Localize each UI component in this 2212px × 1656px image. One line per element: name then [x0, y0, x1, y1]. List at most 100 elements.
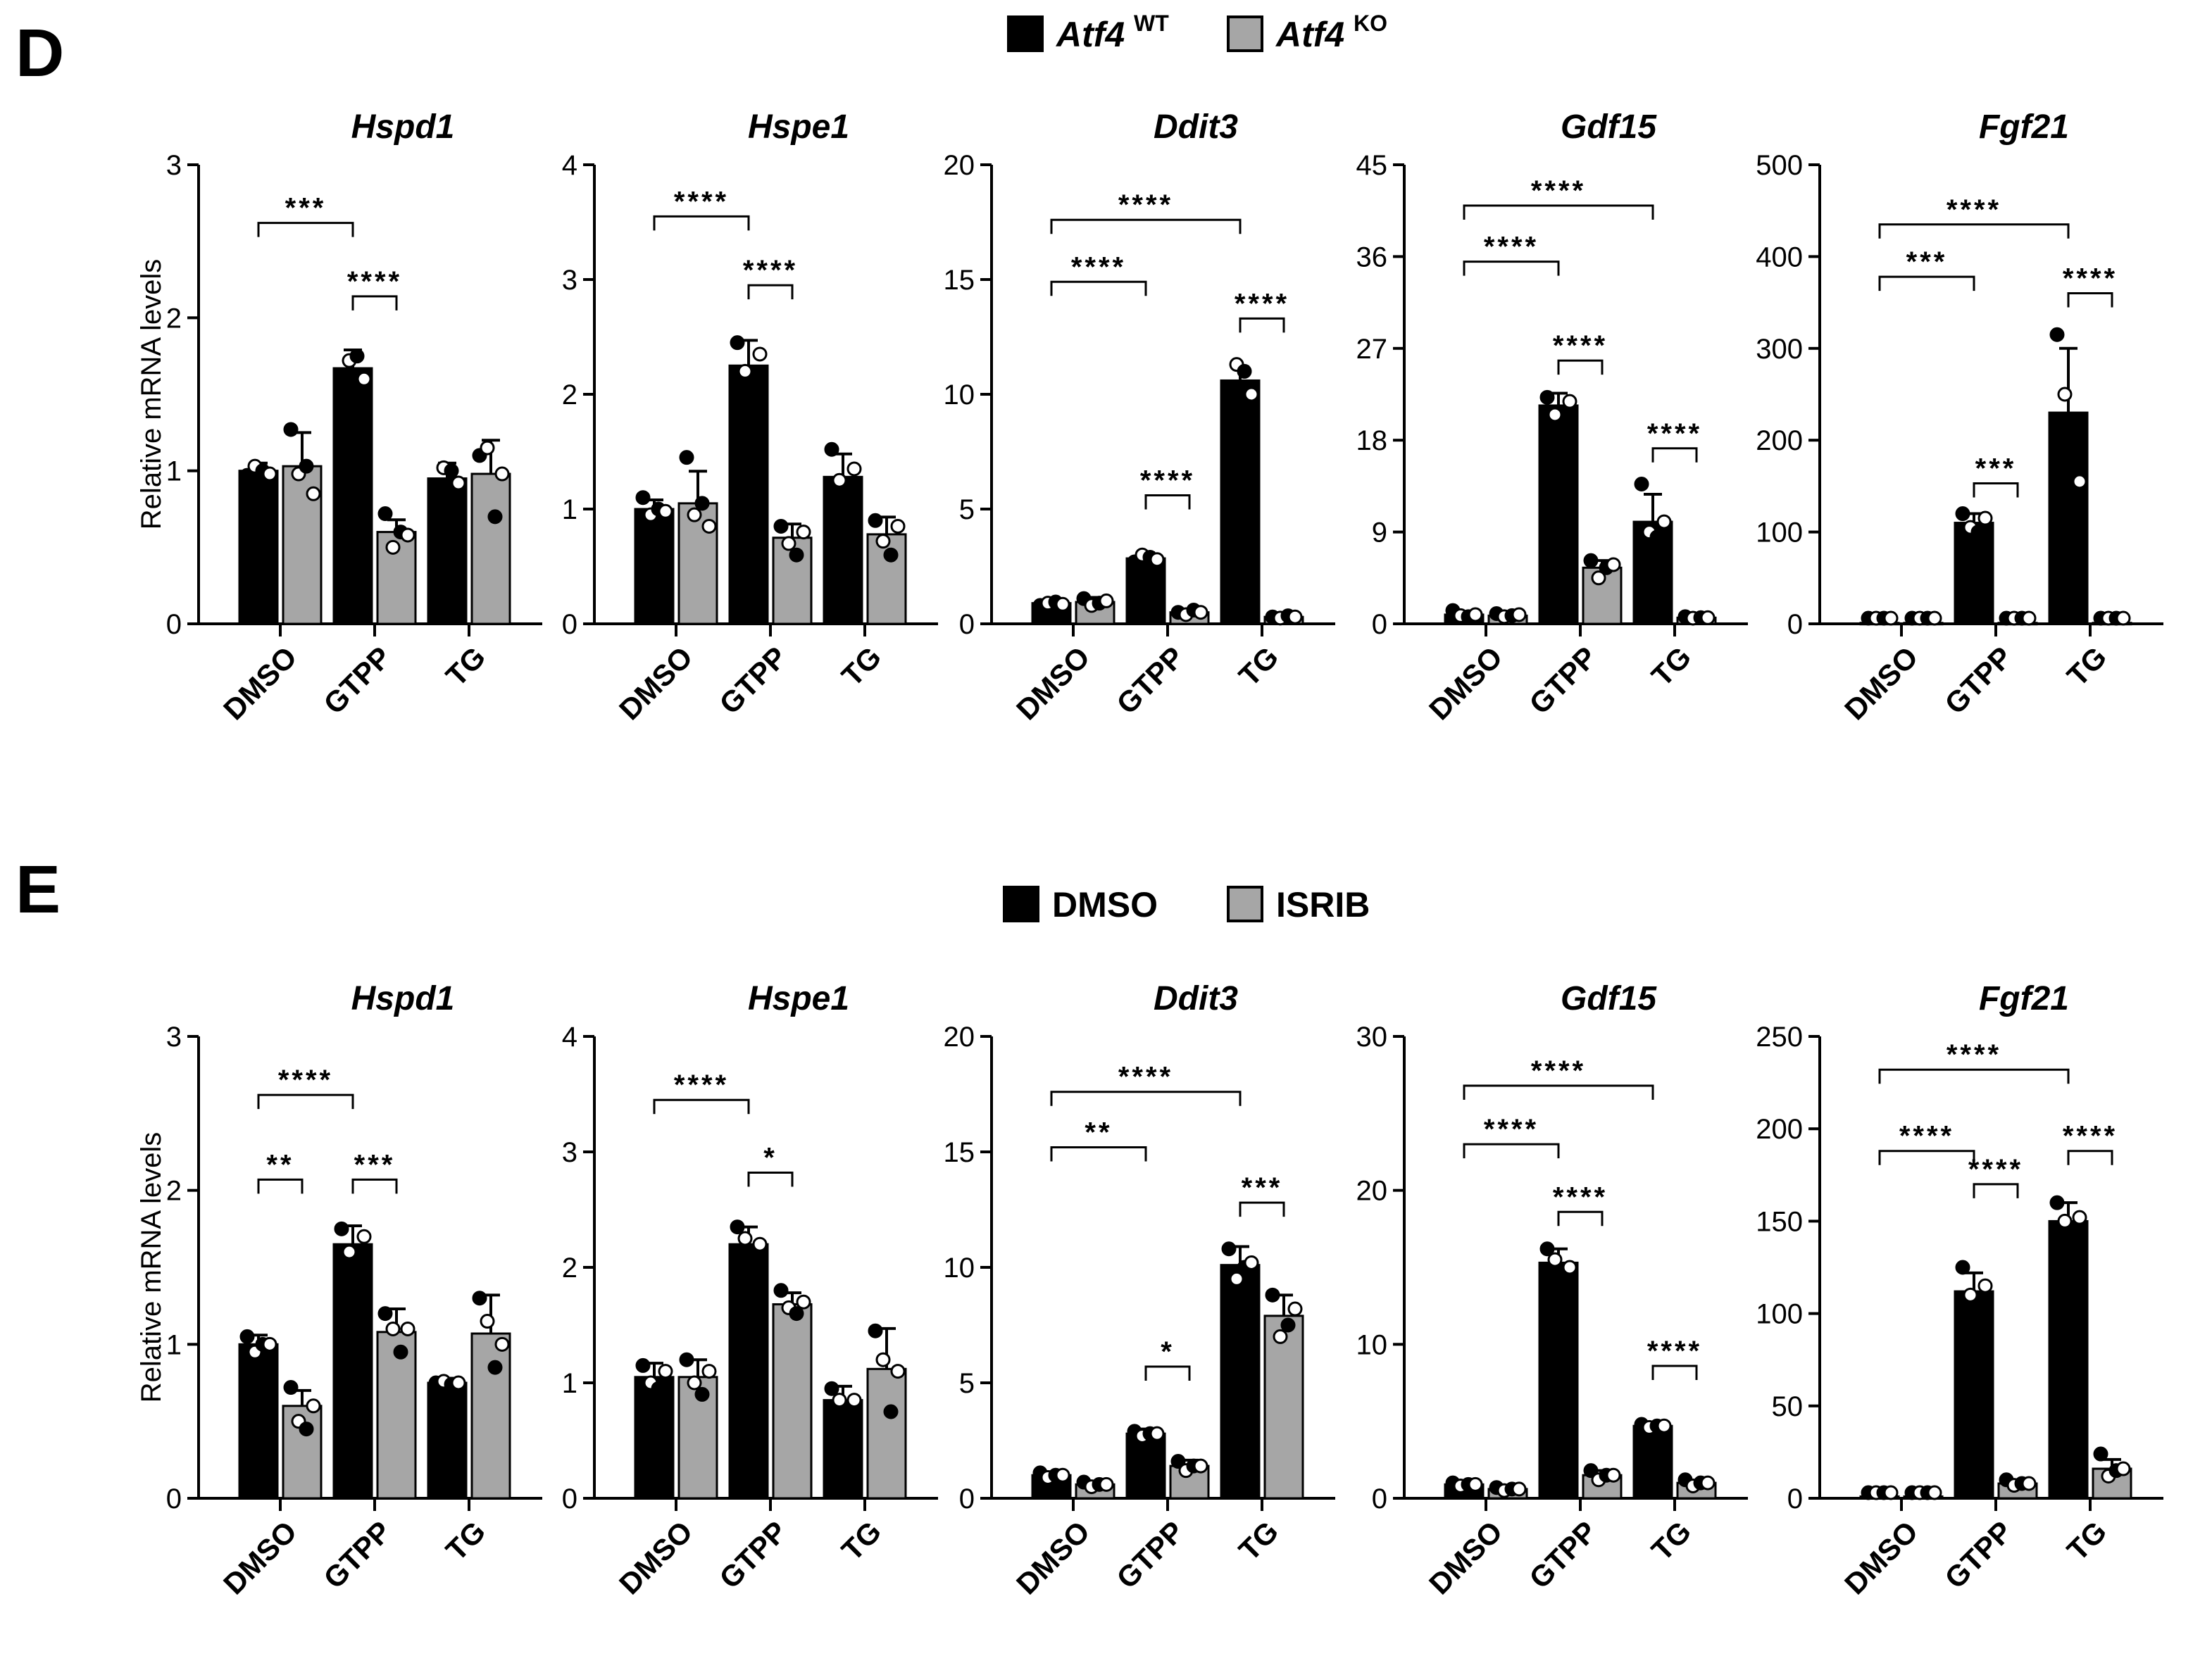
significance-label: ***: [1242, 1172, 1283, 1203]
data-point: [658, 1364, 673, 1379]
data-point: [651, 1381, 666, 1396]
data-point: [1511, 1481, 1527, 1497]
y-tick-label: 500: [1756, 150, 1803, 181]
data-point: [2057, 1213, 2073, 1229]
significance-label: ****: [1235, 288, 1289, 319]
data-point: [1955, 506, 1970, 522]
y-tick-label: 0: [562, 609, 577, 640]
y-tick-label: 2: [562, 1253, 577, 1284]
significance-bracket: [2067, 1150, 2113, 1165]
data-point: [1606, 1467, 1621, 1483]
data-point: [487, 509, 503, 525]
data-point: [1656, 514, 1672, 529]
data-point: [2021, 1476, 2037, 1491]
data-point: [1273, 1329, 1288, 1344]
y-tick-label: 10: [944, 380, 975, 410]
y-tick-label: 20: [1356, 1176, 1388, 1207]
data-point: [451, 475, 466, 491]
y-tick-label: 0: [1372, 1484, 1387, 1514]
significance-bracket: [747, 1172, 794, 1187]
significance-label: ****: [1118, 189, 1173, 220]
data-point: [334, 1221, 349, 1236]
data-point: [444, 463, 459, 479]
data-point: [890, 518, 906, 534]
x-tick-label: GTPP: [1110, 640, 1190, 720]
y-tick-label: 0: [1787, 1484, 1803, 1514]
y-tick-label: 30: [1356, 1022, 1388, 1053]
data-point: [1955, 1260, 1970, 1275]
data-point: [868, 513, 883, 528]
bar: [1954, 1290, 1994, 1500]
significance-bracket: [351, 295, 398, 310]
significance-bracket: [1050, 218, 1242, 234]
significance-label: ****: [278, 1065, 333, 1096]
data-point: [1221, 1241, 1237, 1257]
x-tick-label: DMSO: [1423, 1514, 1508, 1600]
y-tick-label: 0: [166, 1484, 182, 1514]
significance-bracket: [257, 1178, 304, 1194]
significance-label: ****: [1647, 1336, 1702, 1367]
data-point: [1963, 1287, 1978, 1303]
data-point: [1237, 363, 1252, 379]
y-tick-label: 1: [166, 1329, 182, 1360]
data-point: [781, 536, 796, 551]
significance-label: ****: [1531, 1055, 1586, 1086]
data-point: [773, 1283, 789, 1298]
data-point: [1562, 394, 1577, 409]
data-point: [299, 1422, 314, 1437]
x-tick-label: GTPP: [1523, 1514, 1603, 1595]
data-point: [1221, 382, 1237, 397]
data-point: [635, 490, 651, 506]
data-point: [824, 1381, 839, 1396]
data-point: [2065, 1232, 2080, 1248]
significance-bracket: [1973, 482, 2019, 498]
y-tick-label: 18: [1356, 425, 1388, 456]
legend-label-ko: Atf4: [1275, 15, 1344, 54]
data-point: [745, 1260, 761, 1275]
data-point: [1583, 1463, 1599, 1479]
data-point: [635, 1357, 651, 1373]
data-point: [1583, 553, 1599, 568]
bar: [376, 1331, 417, 1500]
significance-label: ****: [1531, 175, 1586, 206]
significance-bracket: [1463, 1084, 1654, 1100]
data-point: [2049, 1195, 2065, 1210]
significance-label: ****: [1947, 1039, 2001, 1070]
x-tick-label: GTPP: [317, 640, 397, 720]
bar: [728, 1243, 769, 1500]
data-point: [846, 1393, 862, 1408]
y-tick-label: 1: [562, 1368, 577, 1399]
bar: [1125, 1432, 1166, 1500]
bar: [1220, 379, 1261, 625]
y-tick-label: 20: [944, 1022, 975, 1053]
data-point: [1649, 529, 1665, 545]
y-axis-label: Relative mRNA levels: [136, 1132, 167, 1403]
significance-bracket: [1463, 1143, 1560, 1159]
x-tick-label: TG: [2061, 1514, 2113, 1567]
data-point: [701, 1364, 717, 1379]
data-point: [868, 1323, 883, 1338]
chart-D-ddit3: Ddit3 0 5 10 15 20 DMSO GTPP TG **** **** **** ****: [944, 108, 1335, 726]
data-point: [1055, 1467, 1070, 1483]
data-point: [839, 1404, 855, 1419]
y-tick-label: 200: [1756, 425, 1803, 456]
data-point: [679, 1352, 694, 1367]
panel-letter: E: [15, 852, 61, 927]
chart-D-hspe1: Hspe1 0 1 2 3 4 DMSO GTPP TG **** ****: [562, 108, 938, 726]
y-tick-label: 0: [1372, 609, 1387, 640]
legend-label-wt: DMSO: [1052, 885, 1158, 924]
data-point: [262, 466, 277, 482]
x-tick-label: DMSO: [217, 1514, 303, 1600]
data-point: [334, 375, 349, 390]
bar: [332, 367, 373, 625]
data-point: [2072, 474, 2087, 489]
y-tick-label: 9: [1372, 518, 1387, 548]
bar: [634, 508, 675, 625]
x-tick-label: DMSO: [1423, 640, 1508, 726]
significance-label: ****: [674, 186, 729, 217]
significance-label: ***: [1975, 453, 2017, 484]
data-point: [1244, 387, 1259, 402]
data-point: [1287, 1301, 1303, 1317]
